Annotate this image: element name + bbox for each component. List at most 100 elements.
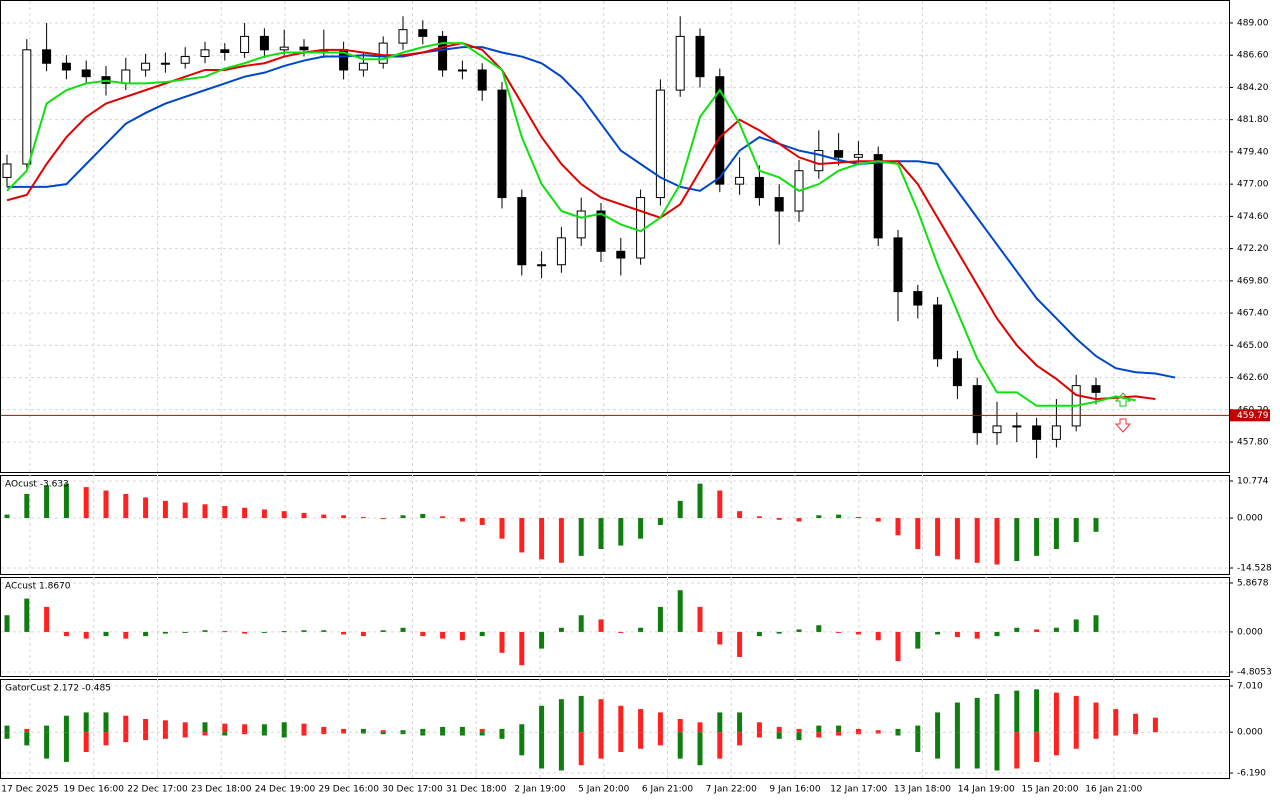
histogram-bar: [162, 631, 168, 634]
candle-body: [378, 42, 388, 64]
gator-bar: [1053, 732, 1059, 756]
gator-bar: [994, 693, 1000, 733]
histogram-bar: [63, 483, 69, 519]
gator-bar: [677, 732, 683, 759]
gator-bar: [1014, 690, 1020, 733]
candle-body: [596, 210, 606, 252]
gator-bar: [380, 732, 386, 735]
histogram-bar: [162, 500, 168, 519]
histogram-bar: [479, 518, 485, 525]
histogram-bar: [1034, 518, 1040, 556]
histogram-bar: [123, 631, 129, 639]
gator-bar: [341, 728, 347, 733]
y-tick-label: 465.00: [1237, 341, 1269, 351]
histogram-bar: [301, 630, 307, 632]
histogram-bar: [558, 518, 564, 563]
histogram-bar: [638, 518, 644, 539]
candle-body: [42, 49, 52, 64]
gator-bar: [440, 732, 446, 736]
candle-body: [715, 76, 725, 185]
gator-bar: [4, 725, 10, 733]
y-tick-label: 486.60: [1237, 51, 1269, 61]
gator-bar: [182, 732, 188, 738]
gator-bar: [598, 699, 604, 733]
histogram-bar: [519, 631, 525, 666]
gator-bar: [677, 719, 683, 733]
histogram-bar: [954, 631, 960, 637]
y-tick-label: 474.60: [1237, 212, 1269, 222]
histogram-bar: [360, 517, 366, 519]
gator-bar: [143, 732, 149, 741]
candle-body: [913, 291, 923, 306]
gator-bar: [63, 732, 69, 762]
histogram-bar: [836, 514, 842, 519]
histogram-bar: [618, 631, 624, 633]
histogram-bar: [737, 631, 743, 657]
histogram-bar: [1093, 615, 1099, 632]
candle-body: [2, 163, 12, 178]
gator-bar: [1133, 732, 1139, 735]
candle-body: [457, 69, 467, 72]
histogram-bar: [895, 631, 901, 662]
gator-bar: [974, 697, 980, 733]
gator-bar: [796, 728, 802, 733]
histogram-bar: [83, 631, 89, 639]
gator-bar: [321, 726, 327, 733]
histogram-bar: [261, 631, 267, 633]
histogram-bar: [539, 631, 545, 649]
histogram-bar: [836, 631, 842, 633]
histogram-bar: [1073, 619, 1079, 632]
histogram-bar: [182, 631, 188, 633]
candle-body: [735, 176, 745, 185]
gator-bar: [816, 725, 822, 733]
candle-body: [1032, 425, 1042, 440]
gator-bar: [618, 732, 624, 752]
main-frame: [0, 0, 1230, 473]
histogram-bar: [479, 631, 485, 637]
gator-bar: [1093, 732, 1099, 739]
gator-bar: [24, 732, 30, 746]
gator-bar: [657, 712, 663, 733]
histogram-bar: [143, 631, 149, 637]
histogram-bar: [143, 497, 149, 519]
gator-bar: [756, 732, 762, 738]
gator-bar: [954, 702, 960, 733]
histogram-bar: [994, 518, 1000, 565]
histogram-bar: [360, 631, 366, 637]
y-tick-label: 462.60: [1237, 373, 1269, 383]
alligator-line: [6, 42, 1136, 407]
histogram-bar: [182, 502, 188, 519]
histogram-bar: [123, 493, 129, 519]
histogram-bar: [1014, 518, 1020, 562]
panel-title: ACcust 1.8670: [5, 582, 71, 592]
gator-bar: [915, 725, 921, 733]
x-tick-label: 15 Jan 20:00: [1022, 785, 1079, 795]
gator-bar: [539, 705, 545, 733]
histogram-bar: [855, 517, 861, 519]
gator-bar: [459, 726, 465, 733]
histogram-bar: [598, 518, 604, 550]
candle-body: [259, 35, 269, 51]
histogram-bar: [697, 483, 703, 519]
histogram-bar: [519, 518, 525, 553]
histogram-bar: [1053, 627, 1059, 632]
gator-bar: [123, 715, 129, 733]
y-tick-label: 481.80: [1237, 115, 1269, 125]
histogram-bar: [440, 516, 446, 519]
histogram-bar: [440, 631, 446, 639]
candle-body: [537, 264, 547, 267]
gator-bar: [974, 732, 980, 769]
candle-body: [834, 150, 844, 158]
gator-bar: [875, 730, 881, 733]
y-tick-label: -14.528: [1237, 564, 1272, 574]
gator-bar: [697, 722, 703, 733]
candle-body: [933, 304, 943, 360]
histogram-bar: [499, 631, 505, 653]
histogram-bar: [875, 518, 881, 522]
gator-bar: [242, 724, 248, 733]
histogram-bar: [796, 518, 802, 522]
candle-body: [61, 62, 71, 71]
candle-body: [121, 69, 131, 84]
y-tick-label: 467.40: [1237, 309, 1269, 319]
histogram-bar: [855, 631, 861, 635]
